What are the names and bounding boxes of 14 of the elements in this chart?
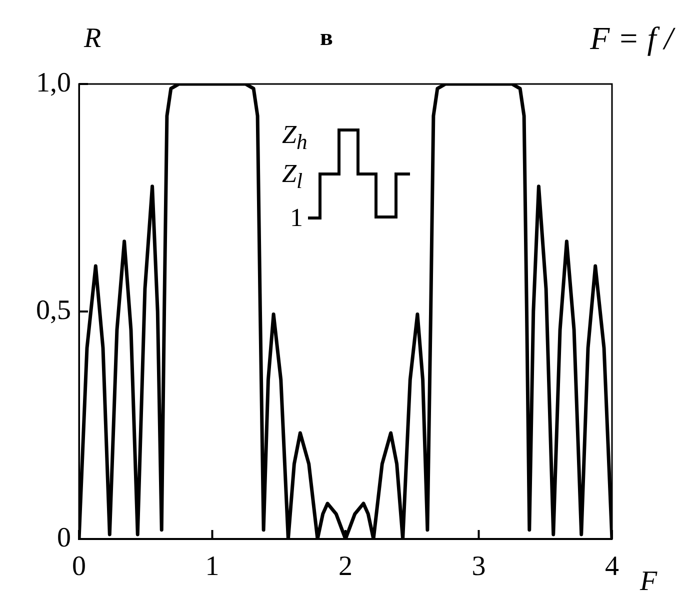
y-tick-label: 0,5 <box>36 294 71 326</box>
y-axis-title: R <box>84 23 102 54</box>
y-tick-label: 1,0 <box>36 67 71 98</box>
annotation: Z$_{h}$ <box>282 120 308 154</box>
x-tick-label: 1 <box>205 551 220 582</box>
annotation: 1 <box>290 203 303 232</box>
y-tick-label: 0 <box>57 522 71 554</box>
x-tick-label: 4 <box>605 551 619 582</box>
text: F = f / <box>590 20 673 56</box>
annotation: Z$_{l}$ <box>282 159 302 194</box>
chart-title: в <box>320 25 333 51</box>
x-tick-label: 2 <box>338 551 352 582</box>
x-axis-title: F <box>640 566 658 596</box>
x-tick-label: 3 <box>472 551 486 582</box>
